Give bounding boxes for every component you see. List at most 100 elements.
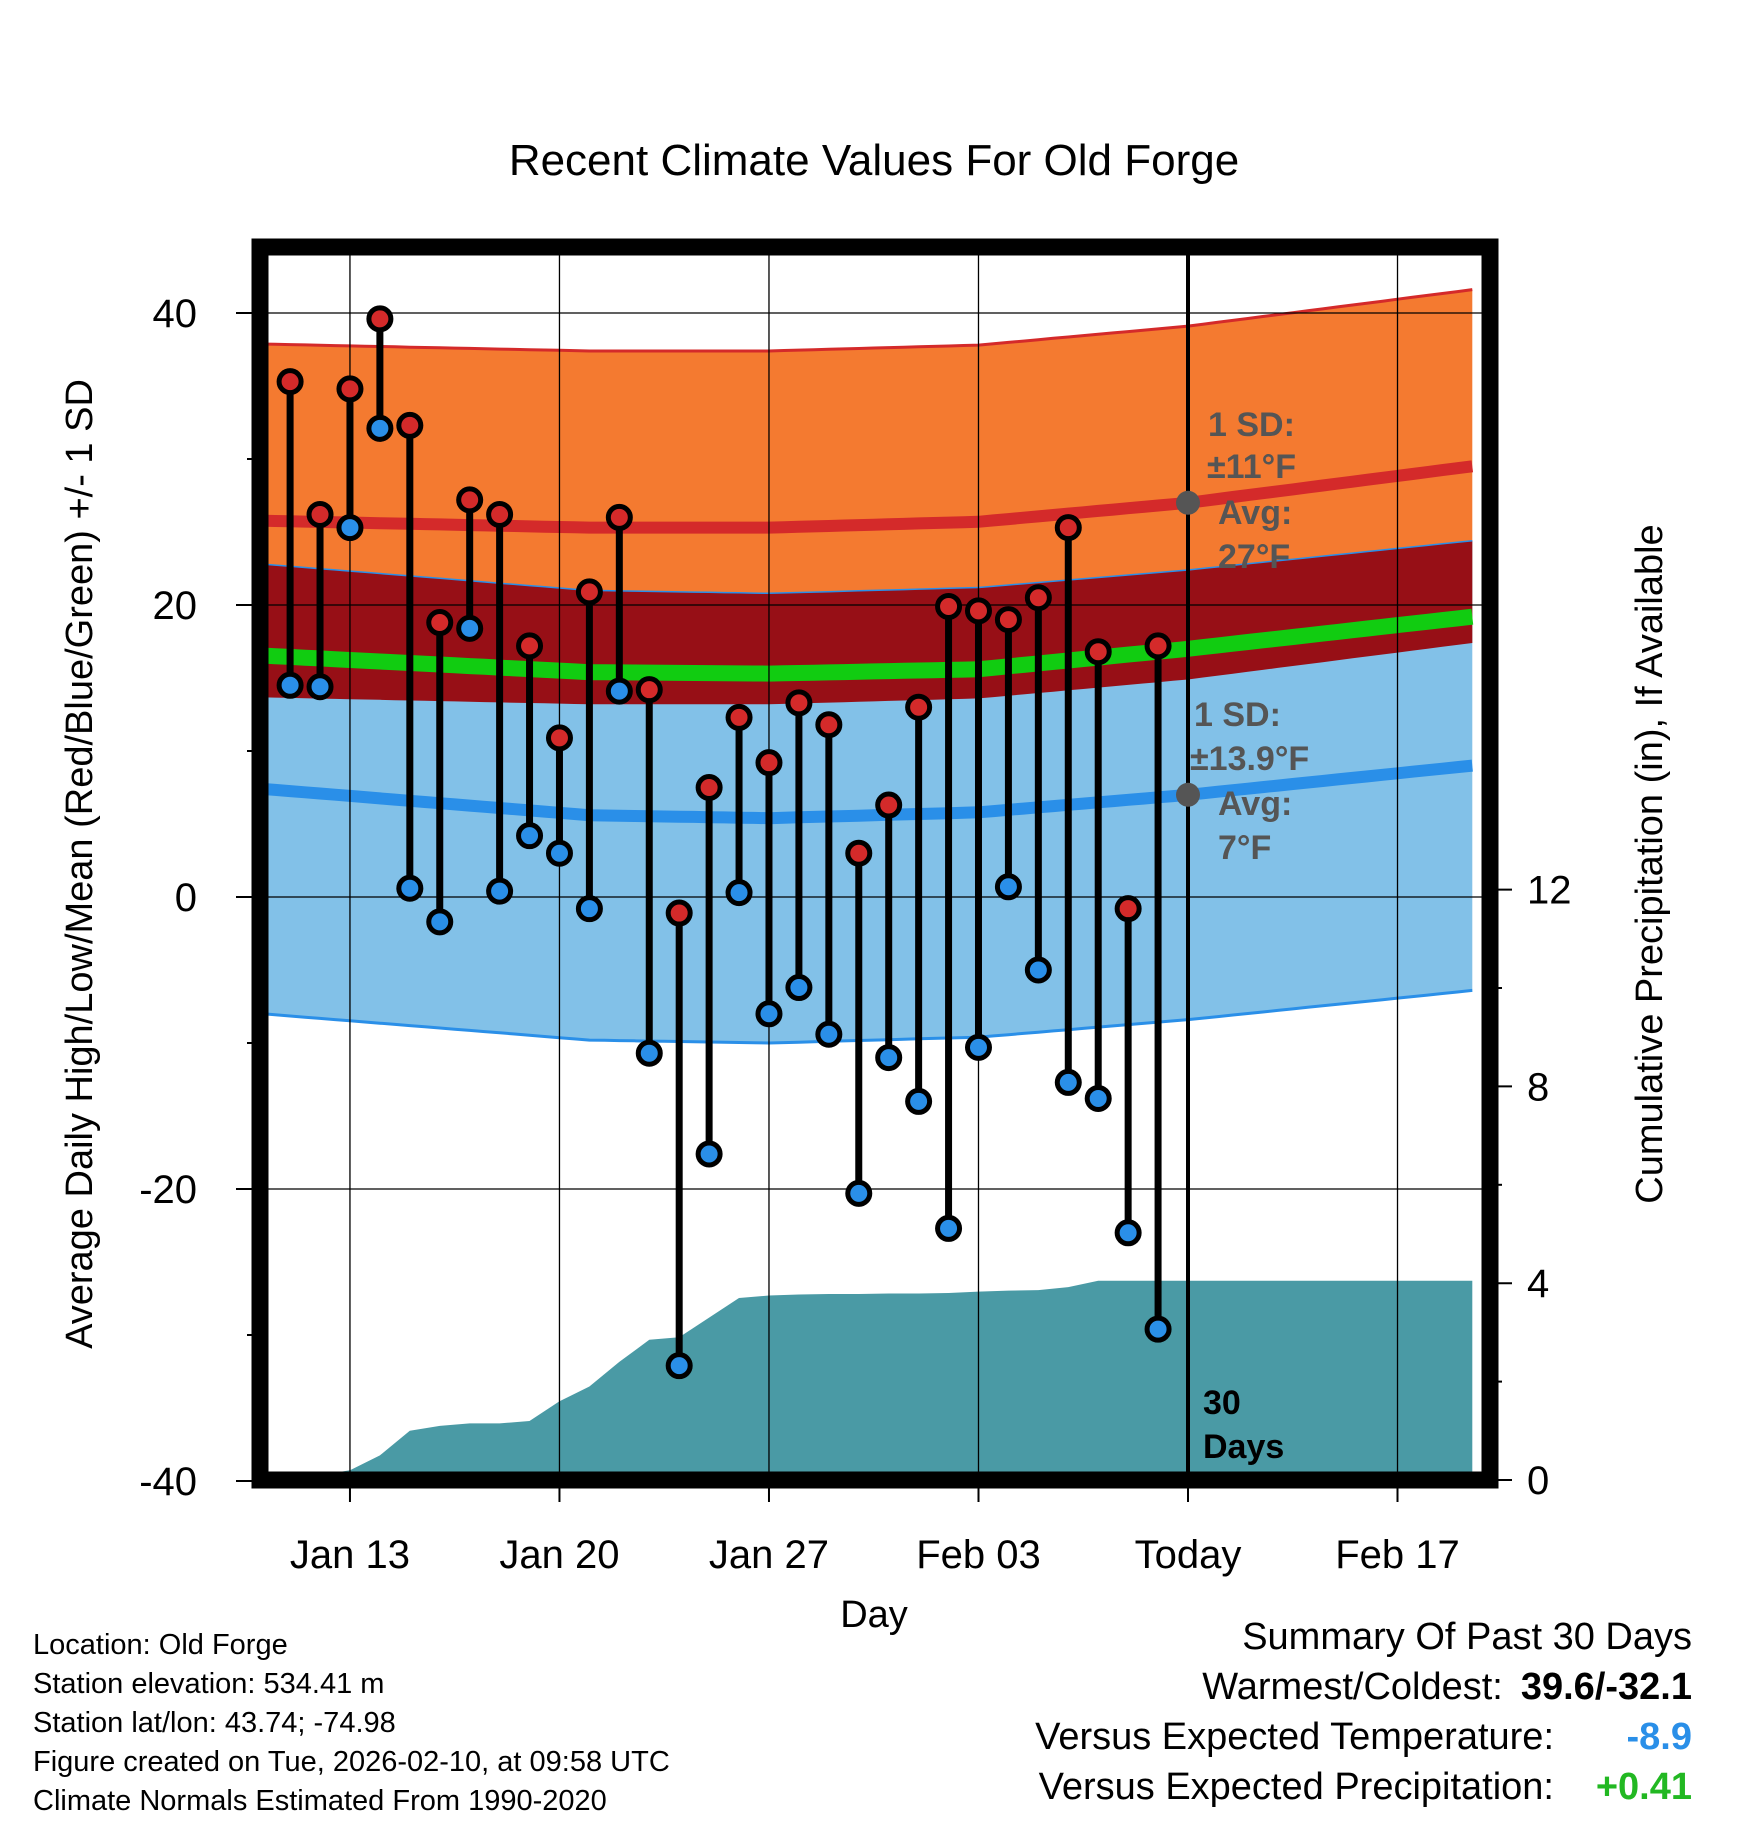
daily-low-point [665, 1352, 693, 1380]
high-avg-label: Avg: [1218, 494, 1292, 532]
daily-high-point [875, 791, 903, 819]
x-tick-label: Jan 27 [709, 1533, 829, 1577]
x-tick-label: Feb 03 [916, 1533, 1041, 1577]
daily-high-point [486, 500, 514, 528]
daily-high-point [426, 609, 454, 637]
daily-low-point [1114, 1219, 1142, 1247]
daily-low-point [1024, 956, 1052, 984]
today-label-1: 30 [1203, 1384, 1241, 1422]
daily-high-point [695, 774, 723, 801]
daily-low-point [875, 1044, 903, 1072]
daily-range-stems [286, 318, 1162, 1366]
daily-low-point [1084, 1084, 1112, 1112]
precip-anomaly-label: Versus Expected Precipitation: [1038, 1766, 1554, 1808]
daily-low-point [1054, 1068, 1082, 1096]
normal-mean-line [260, 608, 1474, 682]
daily-high-point [905, 693, 933, 721]
y2-tick-label: 12 [1527, 869, 1572, 913]
daily-low-point [516, 822, 544, 850]
daily-low-point [276, 671, 304, 699]
daily-low-point [575, 895, 603, 923]
normals-annotations: 1 SD: ±11°F Avg: 27°F 1 SD: ±13.9°F Avg:… [1176, 406, 1309, 867]
chart-title: Recent Climate Values For Old Forge [509, 136, 1239, 185]
y-tick-label: -40 [139, 1460, 197, 1504]
x-tick-label: Feb 17 [1335, 1533, 1460, 1577]
x-tick-label: Jan 20 [499, 1533, 619, 1577]
daily-high-point [725, 703, 753, 731]
daily-high-point [785, 689, 813, 717]
station-elevation: Station elevation: 534.41 m [33, 1668, 385, 1700]
x-tick-label: Jan 13 [290, 1533, 410, 1577]
daily-high-point [1084, 638, 1112, 666]
precip-anomaly-row: Versus Expected Precipitation: +0.41 [1035, 1762, 1692, 1812]
band-overlap-edge [260, 540, 1473, 595]
daily-high-point [1024, 584, 1052, 612]
daily-low-point [456, 614, 484, 642]
daily-low-point [426, 908, 454, 936]
x-tick-label: Today [1135, 1533, 1242, 1577]
normal-high-avg-line [260, 460, 1474, 534]
y2-axis-ticks: 12 8 4 0 [1490, 869, 1572, 1503]
daily-high-point [336, 375, 364, 403]
summary-heading: Summary Of Past 30 Days [1242, 1616, 1692, 1658]
station-latlon: Station lat/lon: 43.74; -74.98 [33, 1707, 396, 1739]
daily-low-point [336, 514, 364, 542]
high-sd-label: 1 SD: [1208, 406, 1295, 444]
normal-low-avg-line [260, 759, 1473, 825]
high-avg-marker [1176, 490, 1200, 515]
y-tick-label: 20 [153, 584, 198, 628]
climate-normals-period: Climate Normals Estimated From 1990-2020 [33, 1785, 607, 1817]
figure-created: Figure created on Tue, 2026-02-10, at 09… [33, 1746, 670, 1778]
daily-high-point [755, 749, 783, 777]
daily-high-point [994, 606, 1022, 634]
precip-anomaly-value: +0.41 [1595, 1766, 1692, 1808]
daily-low-point [994, 873, 1022, 901]
station-location: Location: Old Forge [33, 1629, 288, 1661]
low-sd-value: ±13.9°F [1190, 740, 1309, 778]
y2-tick-label: 0 [1527, 1459, 1549, 1503]
today-marker: 30 Days [1186, 247, 1284, 1480]
summary-panel: Summary Of Past 30 Days Warmest/Coldest:… [1035, 1612, 1692, 1812]
daily-low-point [964, 1033, 992, 1061]
daily-low-point [755, 1000, 783, 1028]
station-info: Location: Old Forge Station elevation: 5… [33, 1626, 670, 1821]
warmest-coldest-value: 39.6/-32.1 [1520, 1666, 1692, 1708]
y-axis-label: Average Daily High/Low/Mean (Red/Blue/Gr… [59, 379, 101, 1349]
high-sd-value: ±11°F [1207, 448, 1296, 486]
daily-low-point [635, 1039, 663, 1067]
daily-low-point [845, 1179, 873, 1207]
daily-high-point [1054, 514, 1082, 542]
low-avg-label: Avg: [1218, 785, 1292, 823]
y-tick-label: 40 [153, 292, 198, 336]
x-axis-label: Day [840, 1594, 908, 1636]
daily-high-point [1114, 895, 1142, 923]
daily-high-point [276, 368, 304, 396]
plot-frame [251, 238, 1499, 1489]
daily-low-point [695, 1140, 723, 1168]
low-avg-marker [1176, 782, 1200, 807]
y2-tick-label: 4 [1527, 1262, 1549, 1306]
daily-low-point [396, 874, 424, 902]
y-tick-label: -20 [139, 1168, 197, 1212]
daily-high-point [396, 411, 424, 439]
daily-low-point [366, 414, 394, 442]
warmest-coldest-label: Warmest/Coldest: [1202, 1666, 1503, 1708]
daily-low-point [605, 677, 633, 705]
y2-tick-label: 8 [1527, 1065, 1549, 1109]
daily-high-point [366, 305, 394, 333]
daily-low-point [545, 839, 573, 867]
cumulative-precip-area [260, 1280, 1473, 1480]
daily-high-point [845, 839, 873, 867]
daily-low-point [905, 1087, 933, 1115]
daily-high-point [935, 592, 963, 620]
daily-points [276, 305, 1172, 1380]
high-avg-value: 27°F [1218, 538, 1290, 576]
low-sd-label: 1 SD: [1194, 696, 1281, 734]
warmest-coldest-row: Warmest/Coldest: 39.6/-32.1 [1035, 1662, 1692, 1712]
daily-high-point [605, 503, 633, 531]
y-tick-label: 0 [175, 876, 197, 920]
daily-low-point [486, 877, 514, 905]
daily-high-point [456, 486, 484, 514]
normal-high-upper-edge [260, 288, 1473, 353]
